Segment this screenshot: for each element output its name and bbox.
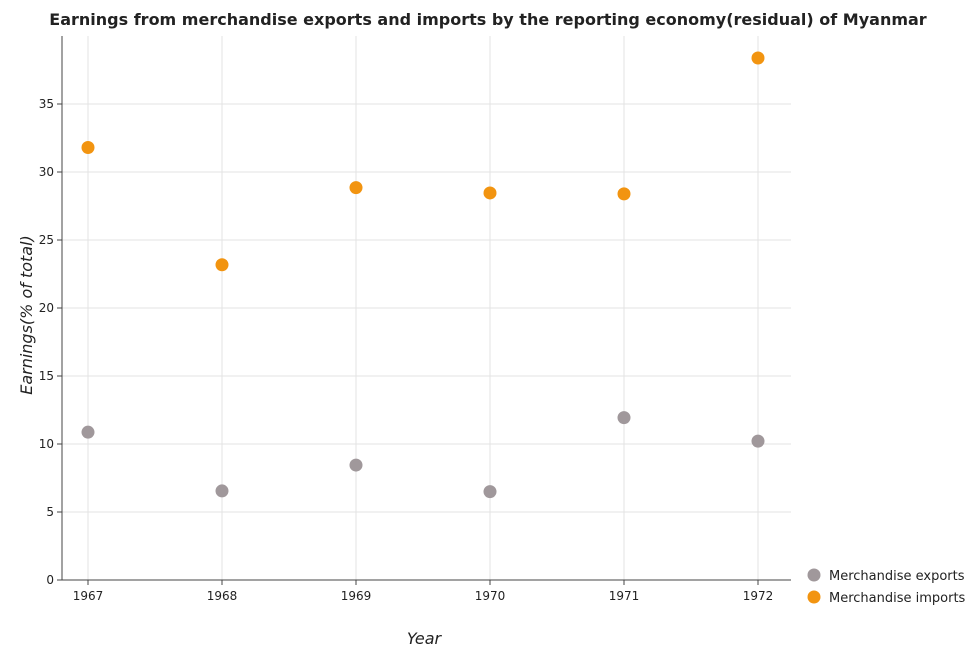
merchandise-imports-point <box>617 187 631 201</box>
axes <box>57 36 791 585</box>
chart-title: Earnings from merchandise exports and im… <box>49 10 927 29</box>
y-tick-label: 35 <box>39 97 54 111</box>
legend-label: Merchandise exports <box>829 569 965 584</box>
merchandise-exports-point <box>349 458 363 472</box>
merchandise-exports-point <box>215 484 229 498</box>
x-axis-label: Year <box>407 629 443 648</box>
merchandise-imports-point <box>215 258 229 272</box>
y-axis-label: Earnings(% of total) <box>17 235 36 395</box>
legend: Merchandise exports Merchandise imports <box>807 568 966 606</box>
legend-label: Merchandise imports <box>829 591 966 606</box>
y-tick-label: 30 <box>39 165 54 179</box>
x-tick-label: 1967 <box>73 589 104 603</box>
y-tick-labels: 0 5 10 15 20 25 30 35 <box>39 97 54 587</box>
merchandise-imports-point <box>349 181 363 195</box>
merchandise-imports-point <box>751 51 765 65</box>
grid-lines <box>62 36 791 581</box>
x-tick-label: 1972 <box>743 589 774 603</box>
merchandise-exports-point <box>751 434 765 448</box>
x-tick-label: 1969 <box>341 589 372 603</box>
x-tick-label: 1970 <box>475 589 506 603</box>
legend-marker <box>807 590 821 604</box>
x-tick-labels: 1967 1968 1969 1970 1971 1972 <box>73 589 774 603</box>
y-tick-label: 10 <box>39 437 54 451</box>
x-tick-label: 1968 <box>207 589 238 603</box>
merchandise-imports-point <box>483 186 497 200</box>
y-tick-label: 15 <box>39 369 54 383</box>
merchandise-imports-point <box>81 141 95 155</box>
y-tick-label: 0 <box>46 573 54 587</box>
x-tick-label: 1971 <box>609 589 640 603</box>
merchandise-exports-point <box>483 485 497 499</box>
merchandise-exports-point <box>617 411 631 425</box>
legend-marker <box>807 568 821 582</box>
merchandise-exports-point <box>81 425 95 439</box>
y-tick-label: 20 <box>39 301 54 315</box>
y-tick-label: 5 <box>46 505 54 519</box>
data-points <box>81 51 765 499</box>
y-tick-label: 25 <box>39 233 54 247</box>
